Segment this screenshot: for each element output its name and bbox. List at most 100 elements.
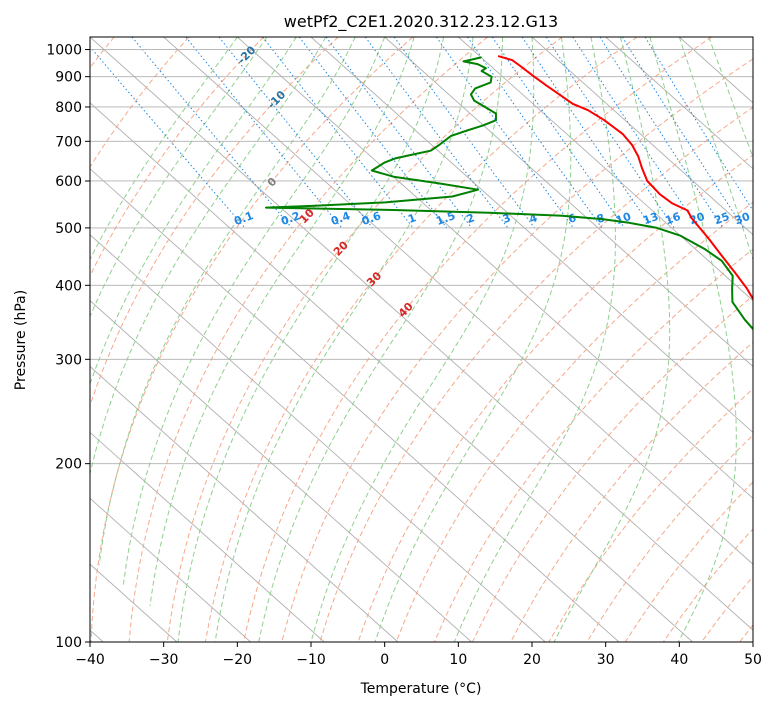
isotherm-line <box>531 37 753 236</box>
y-tick-label: 1000 <box>46 43 82 59</box>
mixing-ratio-label: 6 <box>566 211 578 226</box>
moist-adiabat-line <box>310 37 535 642</box>
y-tick-label: 600 <box>55 174 82 190</box>
mixing-ratio-label: 13 <box>641 210 660 227</box>
mixing-ratio-line <box>435 37 574 229</box>
moist-adiabat-lines <box>90 37 753 642</box>
y-tick-label: 400 <box>55 278 82 294</box>
dry-adiabat-line <box>128 37 488 642</box>
mixing-ratio-line <box>644 37 753 212</box>
mixing-ratio-label: 36 <box>754 210 773 228</box>
isobar-lines <box>90 49 753 642</box>
x-tick-label: 50 <box>744 652 762 668</box>
x-axis-label: Temperature (°C) <box>360 681 482 697</box>
dry-adiabat-line <box>510 341 753 642</box>
isotherm-line <box>90 102 693 642</box>
isotherm-line <box>605 37 753 170</box>
moist-adiabat-line <box>453 37 616 642</box>
isotherm-line <box>458 37 753 302</box>
sounding-series <box>265 55 753 331</box>
y-tick-label: 900 <box>55 70 82 86</box>
dry-adiabat-line <box>90 37 339 408</box>
isotherm-line <box>90 497 251 642</box>
mixing-ratio-label: 0.1 <box>232 209 255 228</box>
mixing-ratio-label: 3 <box>501 211 513 226</box>
mixing-ratio-label: 2 <box>465 211 477 226</box>
mixing-ratio-label: 4 <box>528 211 540 226</box>
moist-adiabat-line <box>678 37 753 261</box>
moist-adiabat-line <box>90 37 268 318</box>
dry-adiabat-line <box>472 295 753 642</box>
mixing-ratio-line <box>521 37 653 229</box>
x-tick-label: 0 <box>380 652 389 668</box>
dry-adiabat-label: 30 <box>364 269 384 289</box>
isotherm-line <box>90 365 399 642</box>
y-tick-label: 200 <box>55 457 82 473</box>
moist-adiabat-line <box>649 37 737 642</box>
moist-adiabat-line <box>122 37 386 585</box>
mixing-ratio-label: 0.6 <box>360 209 383 228</box>
isotherm-line <box>90 234 546 642</box>
dry-adiabat-line <box>662 528 753 642</box>
mixing-ratio-label: 0.4 <box>329 209 352 228</box>
x-tick-label: −20 <box>223 652 253 668</box>
mixing-ratio-line <box>262 37 414 229</box>
y-axis-label: Pressure (hPa) <box>13 290 29 390</box>
mixing-ratio-line <box>599 37 724 229</box>
moist-adiabat-line <box>98 37 356 565</box>
plot-area: 0.1 0.2 0.4 0.6 1 1.5 2 3 4 6 8 10 13 16 20 25 30 36-20-1… <box>90 37 773 642</box>
dry-adiabat-line <box>90 37 264 277</box>
dry-adiabat-line <box>281 58 753 642</box>
isotherm-line <box>90 168 620 642</box>
isotherm-line <box>384 37 753 368</box>
isotherm-line <box>90 37 753 631</box>
mixing-ratio-line <box>572 37 699 229</box>
x-tick-label: −40 <box>75 652 105 668</box>
mixing-ratio-label: 1.5 <box>434 209 457 228</box>
mixing-ratio-label: 0.2 <box>279 209 302 228</box>
mixing-ratio-label: 10 <box>614 210 633 228</box>
dry-adiabat-line <box>204 37 638 642</box>
dry-adiabat-line <box>243 37 712 642</box>
y-tick-label: 500 <box>55 221 82 237</box>
moist-adiabat-line <box>553 37 671 642</box>
x-tick-label: −10 <box>296 652 326 668</box>
x-tick-label: 10 <box>449 652 467 668</box>
dry-adiabat-line <box>739 624 753 642</box>
mixing-ratio-label: 30 <box>733 210 752 228</box>
isotherm-lines <box>90 37 753 642</box>
x-tick-label: 30 <box>597 652 615 668</box>
dry-adiabat-label: 40 <box>396 300 416 320</box>
dry-adiabat-line <box>90 37 414 642</box>
mixing-ratio-line <box>364 37 509 229</box>
plot-frame <box>89 36 754 643</box>
moist-adiabat-line <box>90 37 327 476</box>
moist-adiabat-line <box>90 37 238 261</box>
mixing-ratio-line <box>545 37 675 229</box>
isotherm-line <box>90 300 472 642</box>
y-tick-label: 800 <box>55 100 82 116</box>
mixing-ratio-lines <box>90 37 753 229</box>
mixing-ratio-line <box>393 37 535 229</box>
isotherm-line <box>237 37 753 499</box>
dewpoint-line <box>265 56 753 331</box>
isotherm-line <box>90 431 325 642</box>
dry-adiabat-line <box>395 201 753 642</box>
y-tick-label: 300 <box>55 352 82 368</box>
mixing-ratio-line <box>131 37 293 229</box>
moist-adiabat-line <box>708 37 753 159</box>
mixing-ratio-line <box>90 45 246 229</box>
moist-adiabat-line <box>258 37 503 642</box>
moist-adiabat-line <box>149 37 415 607</box>
mixing-ratio-line <box>218 37 373 229</box>
moist-adiabat-line <box>90 37 297 386</box>
x-tick-label: 40 <box>670 652 688 668</box>
mixing-ratio-line <box>325 37 473 229</box>
mixing-ratio-line <box>467 37 603 229</box>
y-tick-label: 100 <box>55 635 82 651</box>
mixing-ratio-label: 20 <box>688 210 707 228</box>
dry-adiabat-line <box>357 154 753 642</box>
temperature-line <box>497 55 753 301</box>
isotherm-line <box>752 37 753 38</box>
